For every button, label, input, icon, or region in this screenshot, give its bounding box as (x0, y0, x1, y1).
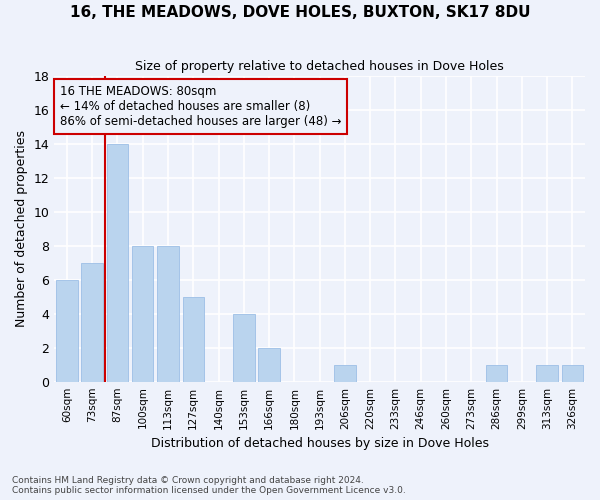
Bar (233, 314, 254, 382)
Text: 16 THE MEADOWS: 80sqm
← 14% of detached houses are smaller (8)
86% of semi-detac: 16 THE MEADOWS: 80sqm ← 14% of detached … (59, 84, 341, 128)
Bar (486, 364, 507, 382)
Bar (107, 144, 128, 382)
Bar (562, 364, 583, 382)
Text: 16, THE MEADOWS, DOVE HOLES, BUXTON, SK17 8DU: 16, THE MEADOWS, DOVE HOLES, BUXTON, SK1… (70, 5, 530, 20)
Bar (82, 262, 103, 382)
Bar (182, 296, 204, 382)
Title: Size of property relative to detached houses in Dove Holes: Size of property relative to detached ho… (135, 60, 504, 73)
Bar (132, 246, 154, 382)
Bar (157, 246, 179, 382)
Bar (259, 348, 280, 382)
Bar (56, 280, 77, 382)
X-axis label: Distribution of detached houses by size in Dove Holes: Distribution of detached houses by size … (151, 437, 488, 450)
Text: Contains HM Land Registry data © Crown copyright and database right 2024.
Contai: Contains HM Land Registry data © Crown c… (12, 476, 406, 495)
Bar (334, 364, 356, 382)
Bar (536, 364, 558, 382)
Y-axis label: Number of detached properties: Number of detached properties (15, 130, 28, 327)
